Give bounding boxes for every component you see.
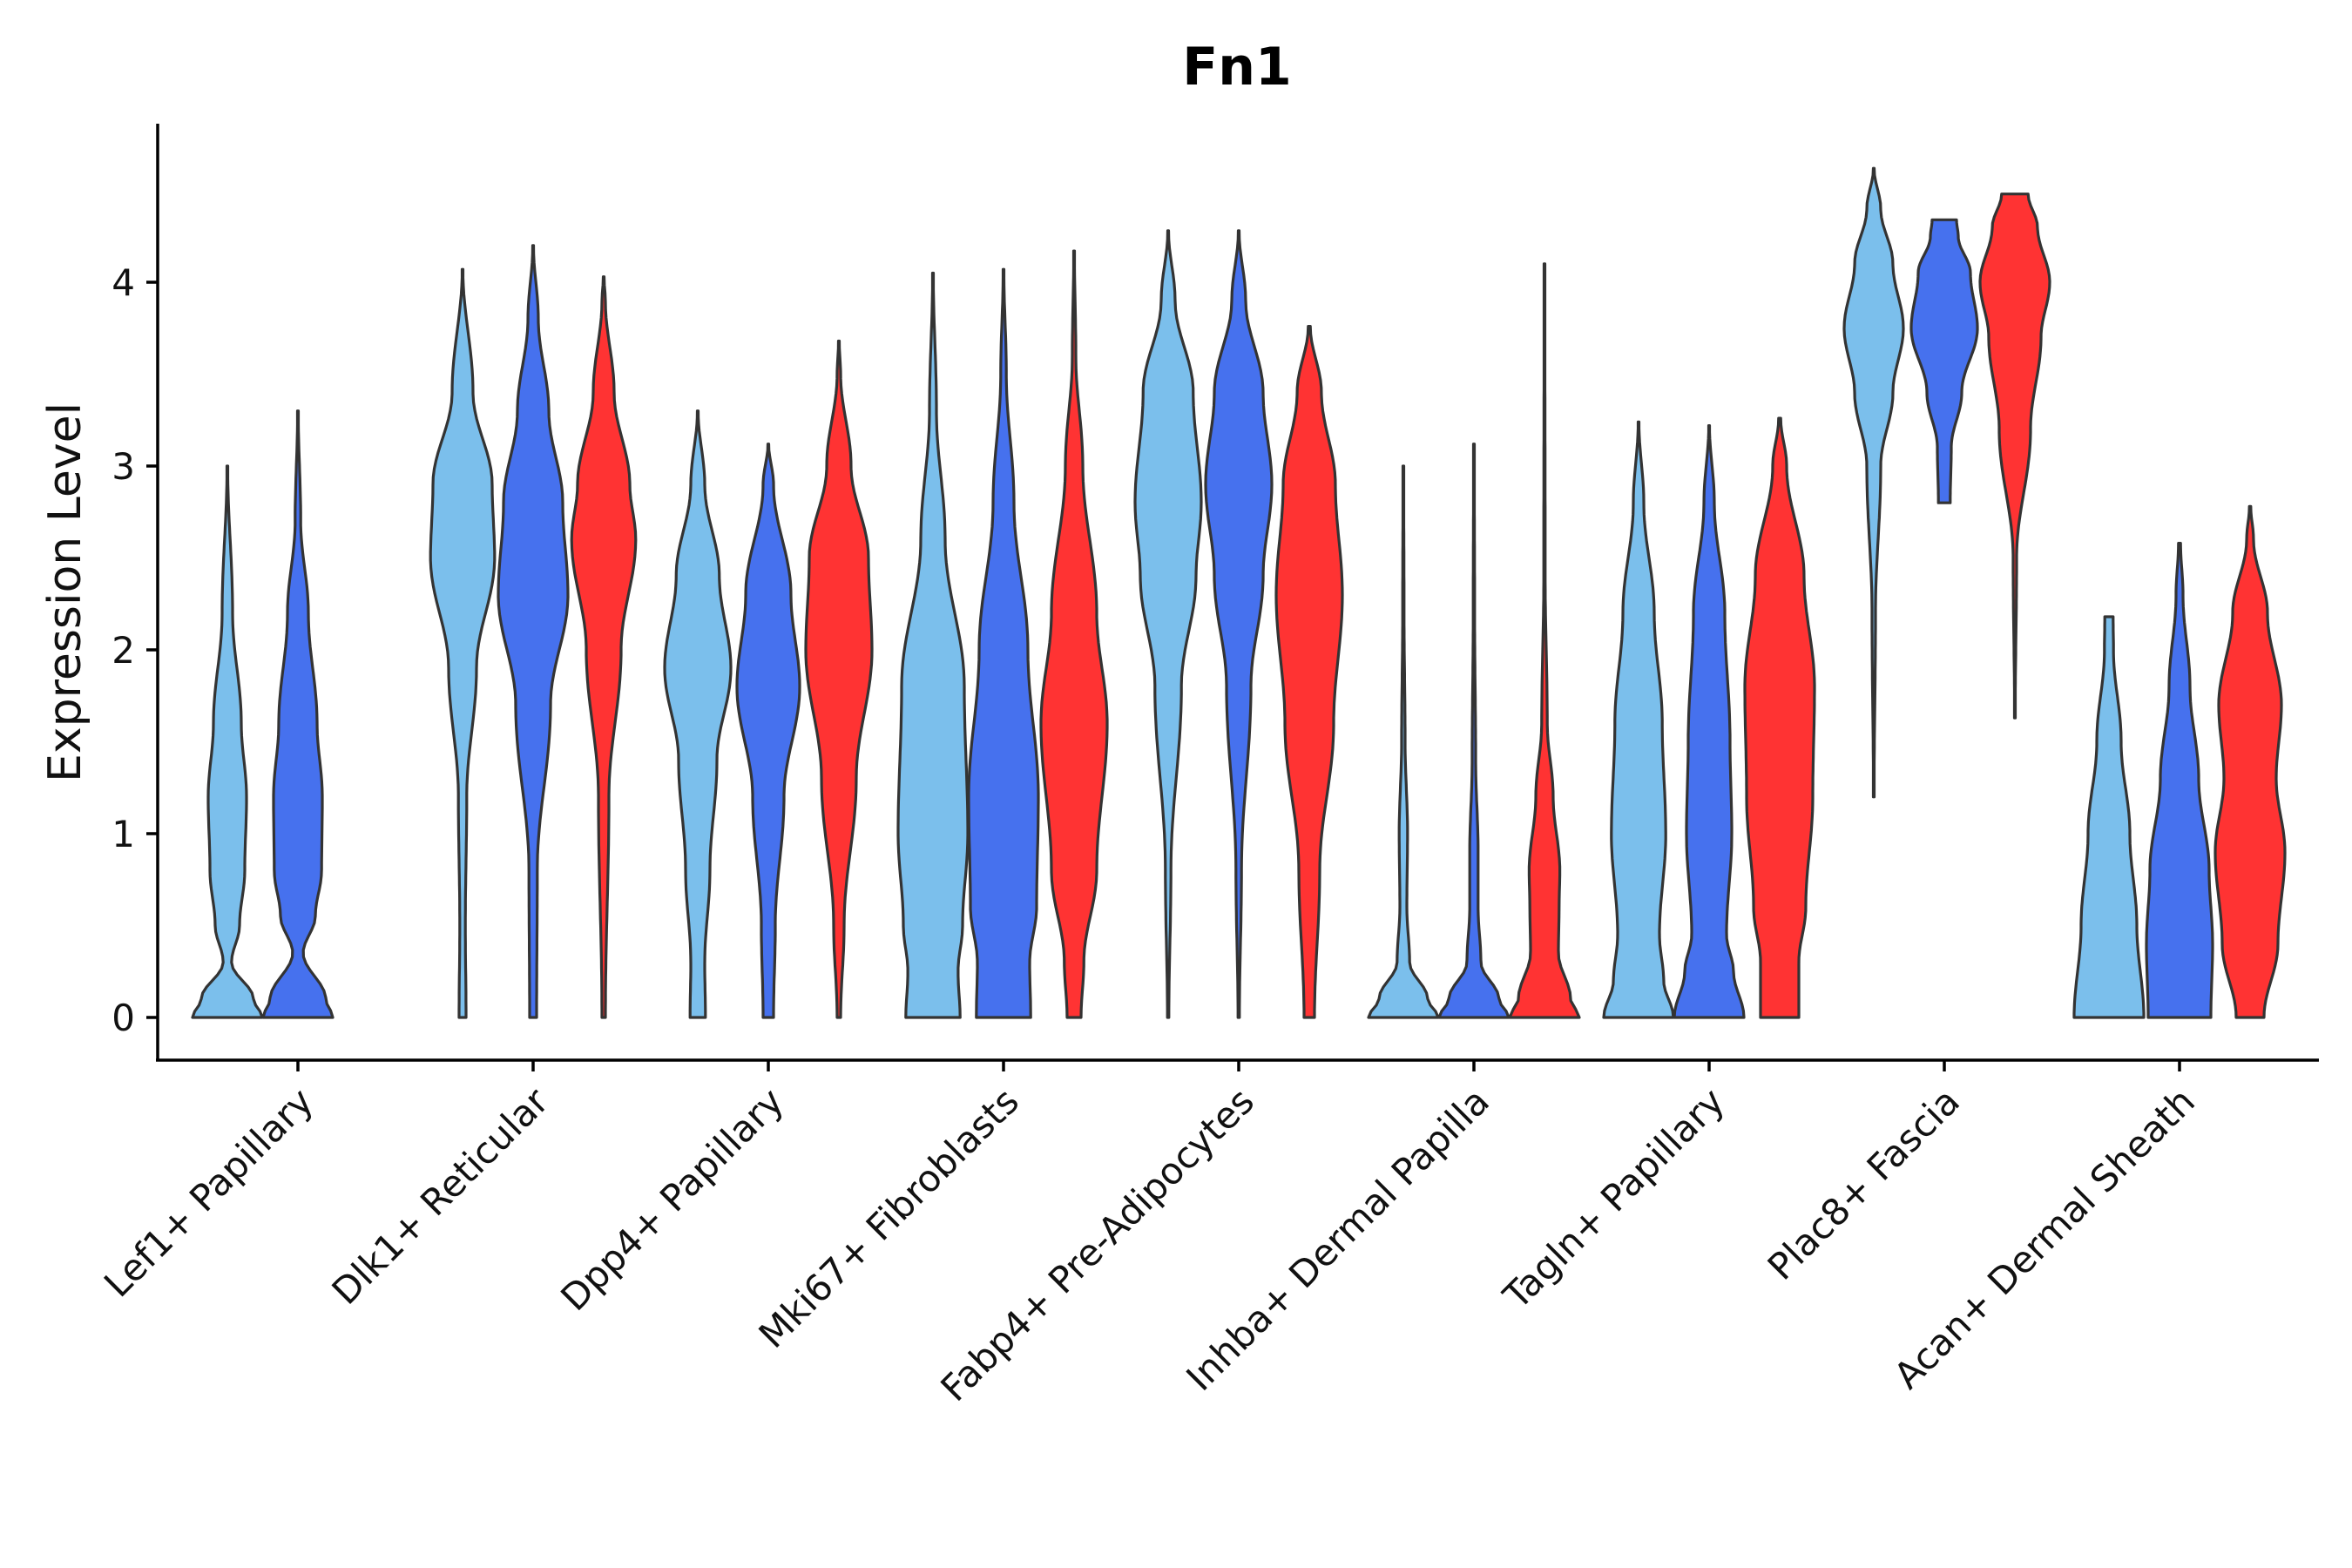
violin-mark — [570, 275, 638, 1019]
x-tick-label: Tagln+ Papillary — [1495, 1079, 1733, 1317]
y-tick-label: 3 — [112, 445, 135, 488]
violin-mark — [2072, 615, 2146, 1019]
violin-mark — [1274, 325, 1344, 1019]
violin-mark — [1133, 229, 1203, 1019]
x-tick-label: Lef1+ Papillary — [96, 1079, 321, 1305]
violin-mark — [1367, 464, 1440, 1019]
violin-mark — [497, 244, 570, 1019]
violin-mark — [2213, 504, 2287, 1019]
y-ticks: 0 1 2 3 4 — [112, 261, 158, 1039]
violin-layer — [191, 166, 2287, 1019]
violin-mark — [967, 267, 1040, 1019]
x-tick-label: Plac8+ Fascia — [1760, 1079, 1968, 1288]
violin-mark — [429, 267, 497, 1019]
violin-mark — [261, 409, 335, 1019]
y-tick-label: 0 — [112, 997, 135, 1039]
violin-mark — [1602, 420, 1675, 1019]
violin-mark — [1437, 443, 1511, 1019]
violin-mark — [1508, 262, 1581, 1019]
y-tick-label: 1 — [112, 813, 135, 855]
y-tick-label: 2 — [112, 629, 135, 672]
y-axis-label: Expression Level — [39, 402, 91, 782]
violin-mark — [1204, 229, 1274, 1019]
violin-mark — [1842, 166, 1905, 799]
violin-mark — [804, 339, 874, 1019]
violin-mark — [191, 464, 264, 1019]
violin-mark — [663, 409, 733, 1019]
x-tick-label: Dpp4+ Papillary — [552, 1079, 792, 1319]
y-tick-label: 4 — [112, 261, 135, 304]
violin-mark — [1909, 218, 1979, 504]
violin-mark — [1039, 249, 1109, 1019]
x-tick-label: Mki67+ Fibroblasts — [751, 1079, 1027, 1355]
violin-mark — [1978, 193, 2051, 720]
chart-title: Fn1 — [1182, 37, 1291, 98]
violin-mark — [1673, 424, 1746, 1019]
x-tick-label: Dlk1+ Reticular — [324, 1079, 558, 1313]
violin-mark — [1743, 416, 1816, 1019]
violin-mark — [2145, 542, 2214, 1019]
violin-mark — [896, 271, 970, 1019]
violin-mark — [735, 443, 801, 1019]
